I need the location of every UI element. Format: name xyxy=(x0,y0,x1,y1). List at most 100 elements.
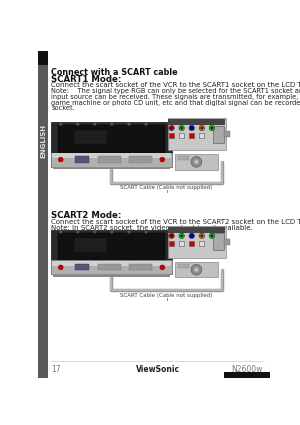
Circle shape xyxy=(211,127,213,129)
Bar xyxy=(169,119,225,125)
Circle shape xyxy=(195,161,197,163)
Circle shape xyxy=(179,233,184,238)
Bar xyxy=(53,167,170,169)
Text: SCART Cable (Cable not supplied): SCART Cable (Cable not supplied) xyxy=(120,293,213,298)
Bar xyxy=(75,264,89,270)
Bar xyxy=(169,133,174,138)
Bar xyxy=(178,156,189,160)
Bar xyxy=(129,264,152,270)
Bar xyxy=(169,241,174,246)
Circle shape xyxy=(189,233,194,238)
Text: ViewSonic: ViewSonic xyxy=(136,365,180,374)
Circle shape xyxy=(209,125,214,131)
Circle shape xyxy=(209,233,214,238)
Circle shape xyxy=(111,231,113,233)
Circle shape xyxy=(193,266,200,273)
Bar xyxy=(189,133,194,138)
Circle shape xyxy=(193,159,200,165)
Bar xyxy=(52,153,171,158)
Bar xyxy=(178,264,189,268)
Bar xyxy=(52,153,172,167)
Circle shape xyxy=(201,127,203,129)
Circle shape xyxy=(128,231,130,233)
Circle shape xyxy=(58,265,63,270)
Text: SCART1: SCART1 xyxy=(171,227,184,231)
Bar xyxy=(213,126,224,143)
Bar xyxy=(224,239,230,245)
Text: Note:    The signal type RGB can only be selected for the SCART1 socket and the : Note: The signal type RGB can only be se… xyxy=(52,88,300,94)
Circle shape xyxy=(199,125,205,131)
Circle shape xyxy=(58,157,63,162)
Bar xyxy=(129,156,152,163)
Circle shape xyxy=(111,123,113,125)
Circle shape xyxy=(211,235,213,237)
Circle shape xyxy=(60,231,62,233)
Text: VIDEO: VIDEO xyxy=(185,119,196,124)
Bar xyxy=(200,133,204,138)
Circle shape xyxy=(190,127,193,129)
Bar xyxy=(189,241,194,246)
Bar xyxy=(98,156,121,163)
Bar xyxy=(213,233,224,250)
Text: Connect the scart socket of the VCR to the SCART1 socket on the LCD TV.: Connect the scart socket of the VCR to t… xyxy=(52,82,300,88)
Bar xyxy=(224,372,270,378)
Bar xyxy=(75,156,89,163)
Circle shape xyxy=(77,123,79,125)
Text: SCART2 Mode:: SCART2 Mode: xyxy=(52,211,122,220)
Text: Note: In SCART2 socket, the video output is not available.: Note: In SCART2 socket, the video output… xyxy=(52,225,253,231)
Circle shape xyxy=(128,123,130,125)
Bar xyxy=(75,131,106,143)
Text: SVID: SVID xyxy=(214,119,223,124)
Circle shape xyxy=(199,233,205,238)
Circle shape xyxy=(181,235,183,237)
Circle shape xyxy=(181,127,183,129)
Bar xyxy=(176,262,218,278)
Bar xyxy=(38,51,48,378)
Circle shape xyxy=(60,123,62,125)
Bar xyxy=(176,154,218,170)
Text: VIDEO: VIDEO xyxy=(185,227,196,231)
Text: AUDIO R/L: AUDIO R/L xyxy=(197,119,215,124)
Bar xyxy=(52,261,171,266)
Bar xyxy=(224,131,230,137)
Text: AUDIO R/L: AUDIO R/L xyxy=(197,227,215,231)
Text: SCART Cable (Cable not supplied): SCART Cable (Cable not supplied) xyxy=(120,185,213,190)
Bar xyxy=(52,122,172,167)
Circle shape xyxy=(195,269,197,271)
Text: game machine or photo CD unit, etc and that digital signal can be recorded via S: game machine or photo CD unit, etc and t… xyxy=(52,99,300,105)
Bar xyxy=(168,118,226,150)
Circle shape xyxy=(190,235,193,237)
Circle shape xyxy=(169,233,174,238)
Circle shape xyxy=(145,231,147,233)
Bar xyxy=(52,230,172,274)
Circle shape xyxy=(160,265,165,270)
Bar xyxy=(53,274,170,277)
Bar xyxy=(98,264,121,270)
Circle shape xyxy=(170,235,173,237)
Text: Connect the scart socket of the VCR to the SCART2 socket on the LCD TV.: Connect the scart socket of the VCR to t… xyxy=(52,219,300,225)
Bar xyxy=(75,239,106,251)
Bar xyxy=(169,227,225,233)
Circle shape xyxy=(94,123,96,125)
Bar xyxy=(200,241,204,246)
Text: SVID: SVID xyxy=(214,227,223,231)
Text: ENGLISH: ENGLISH xyxy=(40,124,46,158)
Bar xyxy=(168,226,226,258)
Circle shape xyxy=(189,125,194,131)
Bar xyxy=(179,133,184,138)
Circle shape xyxy=(77,231,79,233)
Text: input source can be received. These signals are transmitted, for example, by a p: input source can be received. These sign… xyxy=(52,94,300,100)
Circle shape xyxy=(170,127,173,129)
Circle shape xyxy=(145,123,147,125)
Bar xyxy=(58,125,165,153)
Text: SCART1 Mode:: SCART1 Mode: xyxy=(52,75,122,84)
Bar xyxy=(179,241,184,246)
Circle shape xyxy=(191,156,202,167)
Circle shape xyxy=(201,235,203,237)
Text: Connect with a SCART cable: Connect with a SCART cable xyxy=(52,68,178,77)
Text: 17: 17 xyxy=(52,365,61,374)
Circle shape xyxy=(191,264,202,275)
Circle shape xyxy=(169,125,174,131)
Circle shape xyxy=(179,125,184,131)
Circle shape xyxy=(160,157,165,162)
